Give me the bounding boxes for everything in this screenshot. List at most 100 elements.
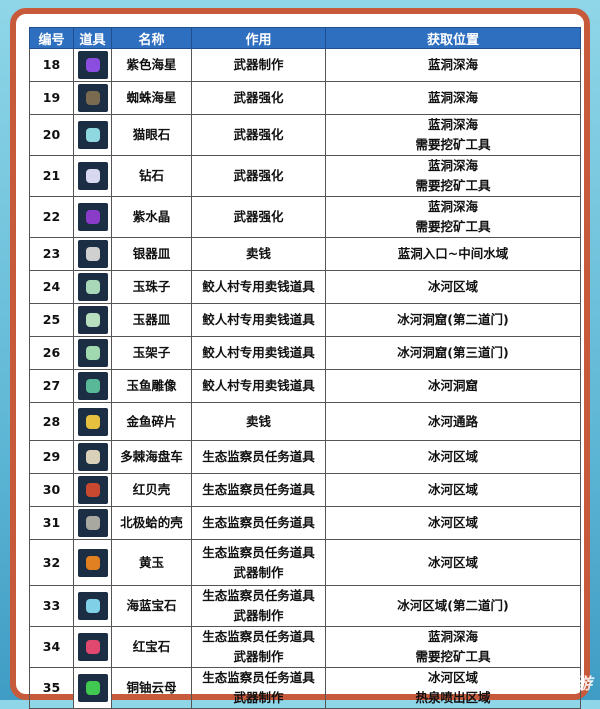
item-name: 金鱼碎片	[111, 402, 192, 441]
item-name: 多棘海盘车	[111, 440, 192, 474]
item-location: 蓝洞入口~中间水域	[325, 237, 581, 271]
table-row: 18 紫色海星 武器制作 蓝洞深海	[29, 48, 581, 82]
item-location: 冰河洞窟(第三道门)	[325, 336, 581, 370]
aquamarine-icon	[77, 592, 108, 620]
item-name: 猫眼石	[111, 114, 192, 156]
location-line: 蓝洞深海	[427, 629, 478, 644]
table-row: 27 玉鱼雕像 鲛人村专用卖钱道具 冰河洞窟	[29, 369, 581, 403]
use-line: 鲛人村专用卖钱道具	[202, 312, 315, 327]
item-location: 蓝洞深海需要挖矿工具	[325, 626, 581, 668]
item-id: 22	[29, 196, 74, 238]
location-line: 蓝洞深海	[427, 158, 478, 173]
location-line: 蓝洞入口~中间水域	[397, 246, 509, 261]
location-line: 冰河通路	[427, 413, 478, 429]
table-row: 20 猫眼石 武器强化 蓝洞深海 需要挖矿工具	[29, 114, 581, 156]
item-location: 蓝洞深海 需要挖矿工具	[325, 196, 581, 238]
use-line: 鲛人村专用卖钱道具	[202, 378, 315, 393]
item-name: 黄玉	[111, 539, 192, 586]
ruby-icon	[77, 633, 108, 661]
item-location: 冰河洞窟	[325, 369, 581, 403]
item-name: 钻石	[111, 155, 192, 197]
table-row: 22 紫水晶 武器强化 蓝洞深海 需要挖矿工具	[29, 196, 581, 238]
item-use: 卖钱	[191, 237, 326, 271]
use-line: 卖钱	[245, 246, 271, 261]
item-name: 玉架子	[111, 336, 192, 370]
table-row: 29 多棘海盘车 生态监察员任务道具 冰河区域	[29, 440, 581, 474]
use-line: 生态监察员任务道具	[202, 544, 315, 560]
item-id: 18	[29, 48, 74, 82]
goldfish-shard-icon	[77, 407, 108, 436]
fuchsite-icon	[77, 674, 108, 702]
item-name: 银器皿	[111, 237, 192, 271]
item-location: 蓝洞深海	[325, 48, 581, 82]
item-icon-cell	[73, 667, 112, 709]
item-location: 冰河区域	[325, 270, 581, 304]
item-use: 生态监察员任务道具	[191, 440, 326, 474]
item-name: 紫色海星	[111, 48, 192, 82]
location-line: 冰河区域	[427, 279, 478, 294]
item-name: 红贝壳	[111, 473, 192, 507]
table-row: 21 钻石 武器强化 蓝洞深海 需要挖矿工具	[29, 155, 581, 197]
item-icon-cell	[73, 369, 112, 403]
topaz-icon	[77, 548, 108, 577]
item-id: 29	[29, 440, 74, 474]
amethyst-icon	[77, 203, 108, 231]
location-line: 需要挖矿工具	[415, 137, 491, 152]
item-icon-cell	[73, 440, 112, 474]
item-use: 武器强化	[191, 114, 326, 156]
table-row: 19 蜘蛛海星 武器强化 蓝洞深海	[29, 81, 581, 115]
use-line: 生态监察员任务道具	[202, 629, 315, 644]
use-line: 卖钱	[245, 413, 271, 429]
location-line: 需要挖矿工具	[415, 649, 491, 664]
location-line: 冰河区域(第二道门)	[397, 598, 509, 613]
item-icon-cell	[73, 303, 112, 337]
item-use: 武器强化	[191, 155, 326, 197]
jade-plate-icon	[77, 306, 108, 334]
table-row: 23 银器皿 卖钱 蓝洞入口~中间水域	[29, 237, 581, 271]
item-location: 冰河区域 热泉喷出区域	[325, 667, 581, 709]
item-id: 23	[29, 237, 74, 271]
item-id: 32	[29, 539, 74, 586]
item-location: 蓝洞深海 需要挖矿工具	[325, 114, 581, 156]
item-icon-cell	[73, 270, 112, 304]
item-location: 冰河区域	[325, 473, 581, 507]
use-line: 生态监察员任务道具	[202, 515, 315, 530]
use-line: 生态监察员任务道具	[202, 482, 315, 497]
item-icon-cell	[73, 585, 112, 627]
item-location: 冰河区域	[325, 506, 581, 540]
item-name: 玉鱼雕像	[111, 369, 192, 403]
table-row: 28 金鱼碎片 卖钱 冰河通路	[29, 402, 581, 441]
item-id: 34	[29, 626, 74, 668]
item-icon-cell	[73, 81, 112, 115]
item-icon-cell	[73, 336, 112, 370]
jade-stand-icon	[77, 339, 108, 367]
header-row: 编号 道具 名称 作用 获取位置	[29, 27, 581, 49]
table-row: 25 玉器皿 鲛人村专用卖钱道具 冰河洞窟(第二道门)	[29, 303, 581, 337]
use-line: 武器制作	[233, 564, 284, 580]
item-id: 30	[29, 473, 74, 507]
item-icon-cell	[73, 196, 112, 238]
item-location: 冰河洞窟(第二道门)	[325, 303, 581, 337]
cat-eye-stone-icon	[77, 121, 108, 149]
item-icon-cell	[73, 114, 112, 156]
location-line: 需要挖矿工具	[415, 178, 491, 193]
location-line: 需要挖矿工具	[415, 219, 491, 234]
item-name: 红宝石	[111, 626, 192, 668]
item-name: 蜘蛛海星	[111, 81, 192, 115]
jade-bead-icon	[77, 273, 108, 301]
item-id: 31	[29, 506, 74, 540]
item-use: 生态监察员任务道具	[191, 506, 326, 540]
item-use: 生态监察员任务道具 武器制作	[191, 626, 326, 668]
table-frame: 编号 道具 名称 作用 获取位置 18 紫色海星 武器制作 蓝洞深海 19 蜘蛛海星 武器强…	[10, 8, 590, 709]
diamond-icon	[77, 162, 108, 190]
item-id: 28	[29, 402, 74, 441]
use-line: 武器制作	[233, 57, 284, 72]
item-use: 鲛人村专用卖钱道具	[191, 303, 326, 337]
items-table: 编号 道具 名称 作用 获取位置 18 紫色海星 武器制作 蓝洞深海 19 蜘蛛海星 武器强…	[29, 27, 581, 709]
use-line: 生态监察员任务道具	[202, 670, 315, 685]
item-name: 玉器皿	[111, 303, 192, 337]
location-line: 冰河区域	[427, 554, 478, 570]
location-line: 蓝洞深海	[427, 57, 478, 72]
table-row: 34 红宝石 生态监察员任务道具 武器制作 蓝洞深海 需要挖矿工具	[29, 626, 581, 668]
item-name: 海蓝宝石	[111, 585, 192, 627]
